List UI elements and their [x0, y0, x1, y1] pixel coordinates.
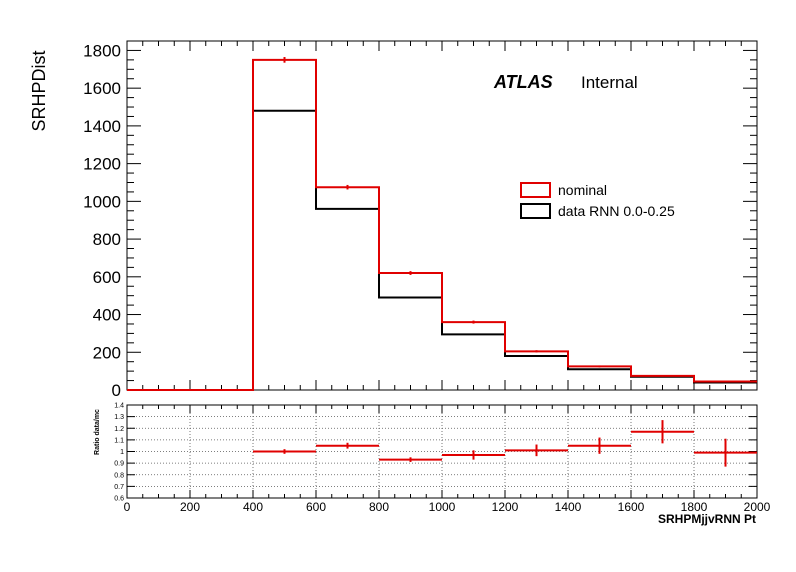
x-tick-label: 400 [243, 500, 263, 514]
ratio-ytick-label: 0.8 [114, 472, 124, 479]
main-y-axis-title: SRHPDist [29, 50, 49, 131]
x-axis-title: SRHPMjjvRNN Pt [658, 512, 756, 526]
ratio-ytick-label: 1.2 [114, 426, 124, 433]
x-tick-label: 1600 [618, 500, 645, 514]
legend: nominal data RNN 0.0-0.25 [520, 182, 675, 219]
ratio-panel: 0.6 0.7 0.8 0.9 1 1.1 1.2 1.3 1.4 0 200 400 600 800 1… [94, 403, 771, 527]
ratio-ytick-label: 0.9 [114, 461, 124, 468]
legend-swatch-nominal [520, 182, 551, 198]
hist-nominal [127, 58, 757, 391]
main-ytick-label: 1200 [83, 155, 121, 174]
main-ytick-label: 1800 [83, 41, 121, 60]
x-tick-label: 1800 [681, 500, 708, 514]
internal-label: Internal [581, 73, 638, 92]
x-tick-label: 1400 [555, 500, 582, 514]
x-tick-label: 800 [369, 500, 389, 514]
atlas-label: ATLAS [493, 72, 553, 92]
main-ytick-label: 0 [112, 381, 121, 400]
main-ytick-label: 800 [93, 230, 121, 249]
legend-label-data: data RNN 0.0-0.25 [558, 203, 675, 219]
main-ytick-label: 400 [93, 306, 121, 325]
main-ytick-label: 1400 [83, 117, 121, 136]
x-tick-label: 200 [180, 500, 200, 514]
ratio-ytick-label: 0.6 [114, 496, 124, 503]
main-panel: 0 200 400 600 800 1000 1200 1400 1600 1800 SRHPDi… [29, 40, 758, 400]
ratio-ytick-label: 1.4 [114, 403, 124, 410]
main-ytick-label: 600 [93, 268, 121, 287]
x-tick-label: 1200 [492, 500, 519, 514]
ratio-ytick-label: 1.3 [114, 414, 124, 421]
ratio-y-axis-title: Ratio data/mc [94, 409, 101, 455]
main-ytick-label: 1000 [83, 192, 121, 211]
main-ytick-label: 200 [93, 343, 121, 362]
ratio-ytick-label: 1 [120, 449, 124, 456]
ratio-ytick-label: 0.7 [114, 484, 124, 491]
main-ytick-label: 1600 [83, 79, 121, 98]
legend-swatch-data [520, 203, 551, 219]
x-tick-label: 2000 [744, 500, 771, 514]
legend-label-nominal: nominal [558, 182, 607, 198]
x-tick-label: 600 [306, 500, 326, 514]
ratio-ytick-label: 1.1 [114, 437, 124, 444]
x-tick-label: 0 [124, 500, 131, 514]
x-tick-label: 1000 [429, 500, 456, 514]
hist-data [127, 109, 757, 391]
